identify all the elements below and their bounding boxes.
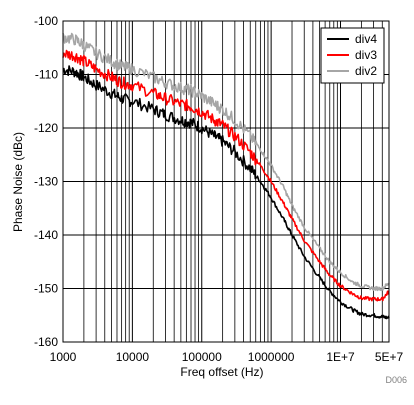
x-axis-title: Freq offset (Hz) [180, 365, 263, 379]
x-tick-label: 1000000 [248, 350, 295, 364]
x-tick-label: 1000 [50, 350, 77, 364]
legend-label-div2: div2 [355, 64, 377, 78]
legend-label-div4: div4 [355, 32, 377, 46]
plot-border [62, 20, 390, 343]
figure-id: D006 [385, 375, 407, 385]
x-tick-label: 1E+7 [326, 350, 355, 364]
series-line-div2 [62, 32, 390, 292]
legend: div4 div3 div2 [320, 27, 385, 84]
series-line-div3 [62, 49, 390, 302]
x-tick-label: 100000 [182, 350, 222, 364]
y-tick-label: -150 [34, 282, 58, 296]
y-axis-title: Phase Noise (dBc) [11, 132, 25, 232]
y-tick-label: -140 [34, 228, 58, 242]
series-layer [62, 32, 390, 320]
y-tick-label: -130 [34, 175, 58, 189]
x-tick-label: 10000 [116, 350, 150, 364]
y-tick-labels: -100 -110 -120 -130 -140 -150 -160 [34, 14, 58, 349]
y-tick-label: -160 [34, 335, 58, 349]
y-tick-label: -120 [34, 121, 58, 135]
x-tick-labels: 1000 10000 100000 1000000 1E+7 5E+7 [50, 350, 404, 364]
series-line-div4 [62, 65, 390, 320]
legend-label-div3: div3 [355, 48, 377, 62]
x-tick-label: 5E+7 [375, 350, 404, 364]
y-tick-label: -100 [34, 14, 58, 28]
y-tick-label: -110 [35, 68, 58, 82]
